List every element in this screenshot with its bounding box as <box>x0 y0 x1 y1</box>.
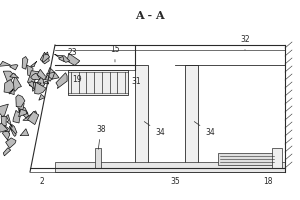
Bar <box>95 148 101 168</box>
Polygon shape <box>46 72 55 79</box>
Polygon shape <box>19 109 20 113</box>
Polygon shape <box>36 75 45 86</box>
Polygon shape <box>3 71 16 84</box>
Polygon shape <box>22 112 28 118</box>
Polygon shape <box>23 111 37 121</box>
Polygon shape <box>31 82 41 91</box>
Polygon shape <box>2 125 10 133</box>
Bar <box>68 70 128 95</box>
Bar <box>272 148 282 168</box>
Text: 23: 23 <box>68 48 79 63</box>
Bar <box>55 162 285 172</box>
Polygon shape <box>19 109 27 117</box>
Polygon shape <box>10 65 18 70</box>
Polygon shape <box>59 56 64 62</box>
Polygon shape <box>28 111 39 125</box>
Polygon shape <box>6 114 12 128</box>
Bar <box>218 153 276 165</box>
Polygon shape <box>13 110 21 123</box>
Polygon shape <box>30 61 37 67</box>
Polygon shape <box>29 82 35 87</box>
Polygon shape <box>39 94 45 100</box>
Polygon shape <box>2 131 10 141</box>
Text: 18: 18 <box>263 178 273 186</box>
Polygon shape <box>55 54 70 62</box>
Polygon shape <box>67 53 80 65</box>
Bar <box>185 65 198 168</box>
Polygon shape <box>42 54 50 62</box>
Bar <box>135 65 148 168</box>
Polygon shape <box>0 104 8 117</box>
Polygon shape <box>10 73 19 78</box>
Polygon shape <box>4 80 14 95</box>
Polygon shape <box>27 65 33 75</box>
Polygon shape <box>35 82 46 94</box>
Polygon shape <box>0 123 8 132</box>
Text: 31: 31 <box>131 77 141 86</box>
Polygon shape <box>9 125 17 134</box>
Polygon shape <box>1 116 7 127</box>
Text: 15: 15 <box>110 45 120 62</box>
Polygon shape <box>31 73 40 80</box>
Text: A - A: A - A <box>135 10 165 21</box>
Polygon shape <box>3 148 11 156</box>
Polygon shape <box>5 131 10 134</box>
Text: 34: 34 <box>144 122 165 137</box>
Polygon shape <box>12 76 21 91</box>
Text: 35: 35 <box>170 178 180 186</box>
Text: 19: 19 <box>72 75 82 84</box>
Text: 32: 32 <box>240 35 250 50</box>
Polygon shape <box>37 69 47 80</box>
Polygon shape <box>10 127 16 136</box>
Polygon shape <box>6 138 16 148</box>
Polygon shape <box>0 61 11 66</box>
Polygon shape <box>45 68 59 81</box>
Polygon shape <box>9 89 13 94</box>
Polygon shape <box>22 57 28 69</box>
Polygon shape <box>28 81 34 89</box>
Polygon shape <box>20 129 29 136</box>
Polygon shape <box>40 52 49 64</box>
Text: 38: 38 <box>96 125 106 149</box>
Polygon shape <box>16 95 25 107</box>
Polygon shape <box>27 71 40 83</box>
Polygon shape <box>43 81 49 84</box>
Polygon shape <box>56 73 67 89</box>
Polygon shape <box>22 107 28 116</box>
Text: 34: 34 <box>194 122 215 137</box>
Text: 2: 2 <box>40 178 44 186</box>
Polygon shape <box>16 102 24 109</box>
